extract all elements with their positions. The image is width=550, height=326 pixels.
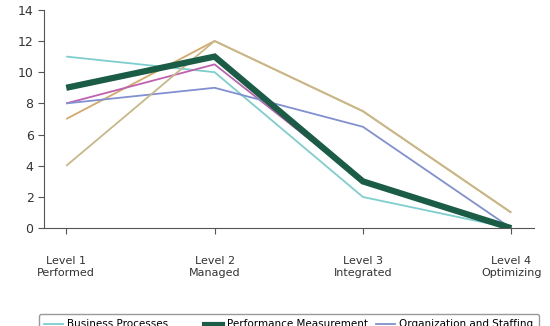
Text: Level 3
Integrated: Level 3 Integrated: [334, 256, 392, 278]
Text: Level 4
Optimizing: Level 4 Optimizing: [481, 256, 542, 278]
Text: Level 1
Performed: Level 1 Performed: [37, 256, 95, 278]
Legend: Business Processes, Systems and Technology, Performance Measurement, Culture, Or: Business Processes, Systems and Technolo…: [39, 314, 538, 326]
Text: Level 2
Managed: Level 2 Managed: [189, 256, 240, 278]
